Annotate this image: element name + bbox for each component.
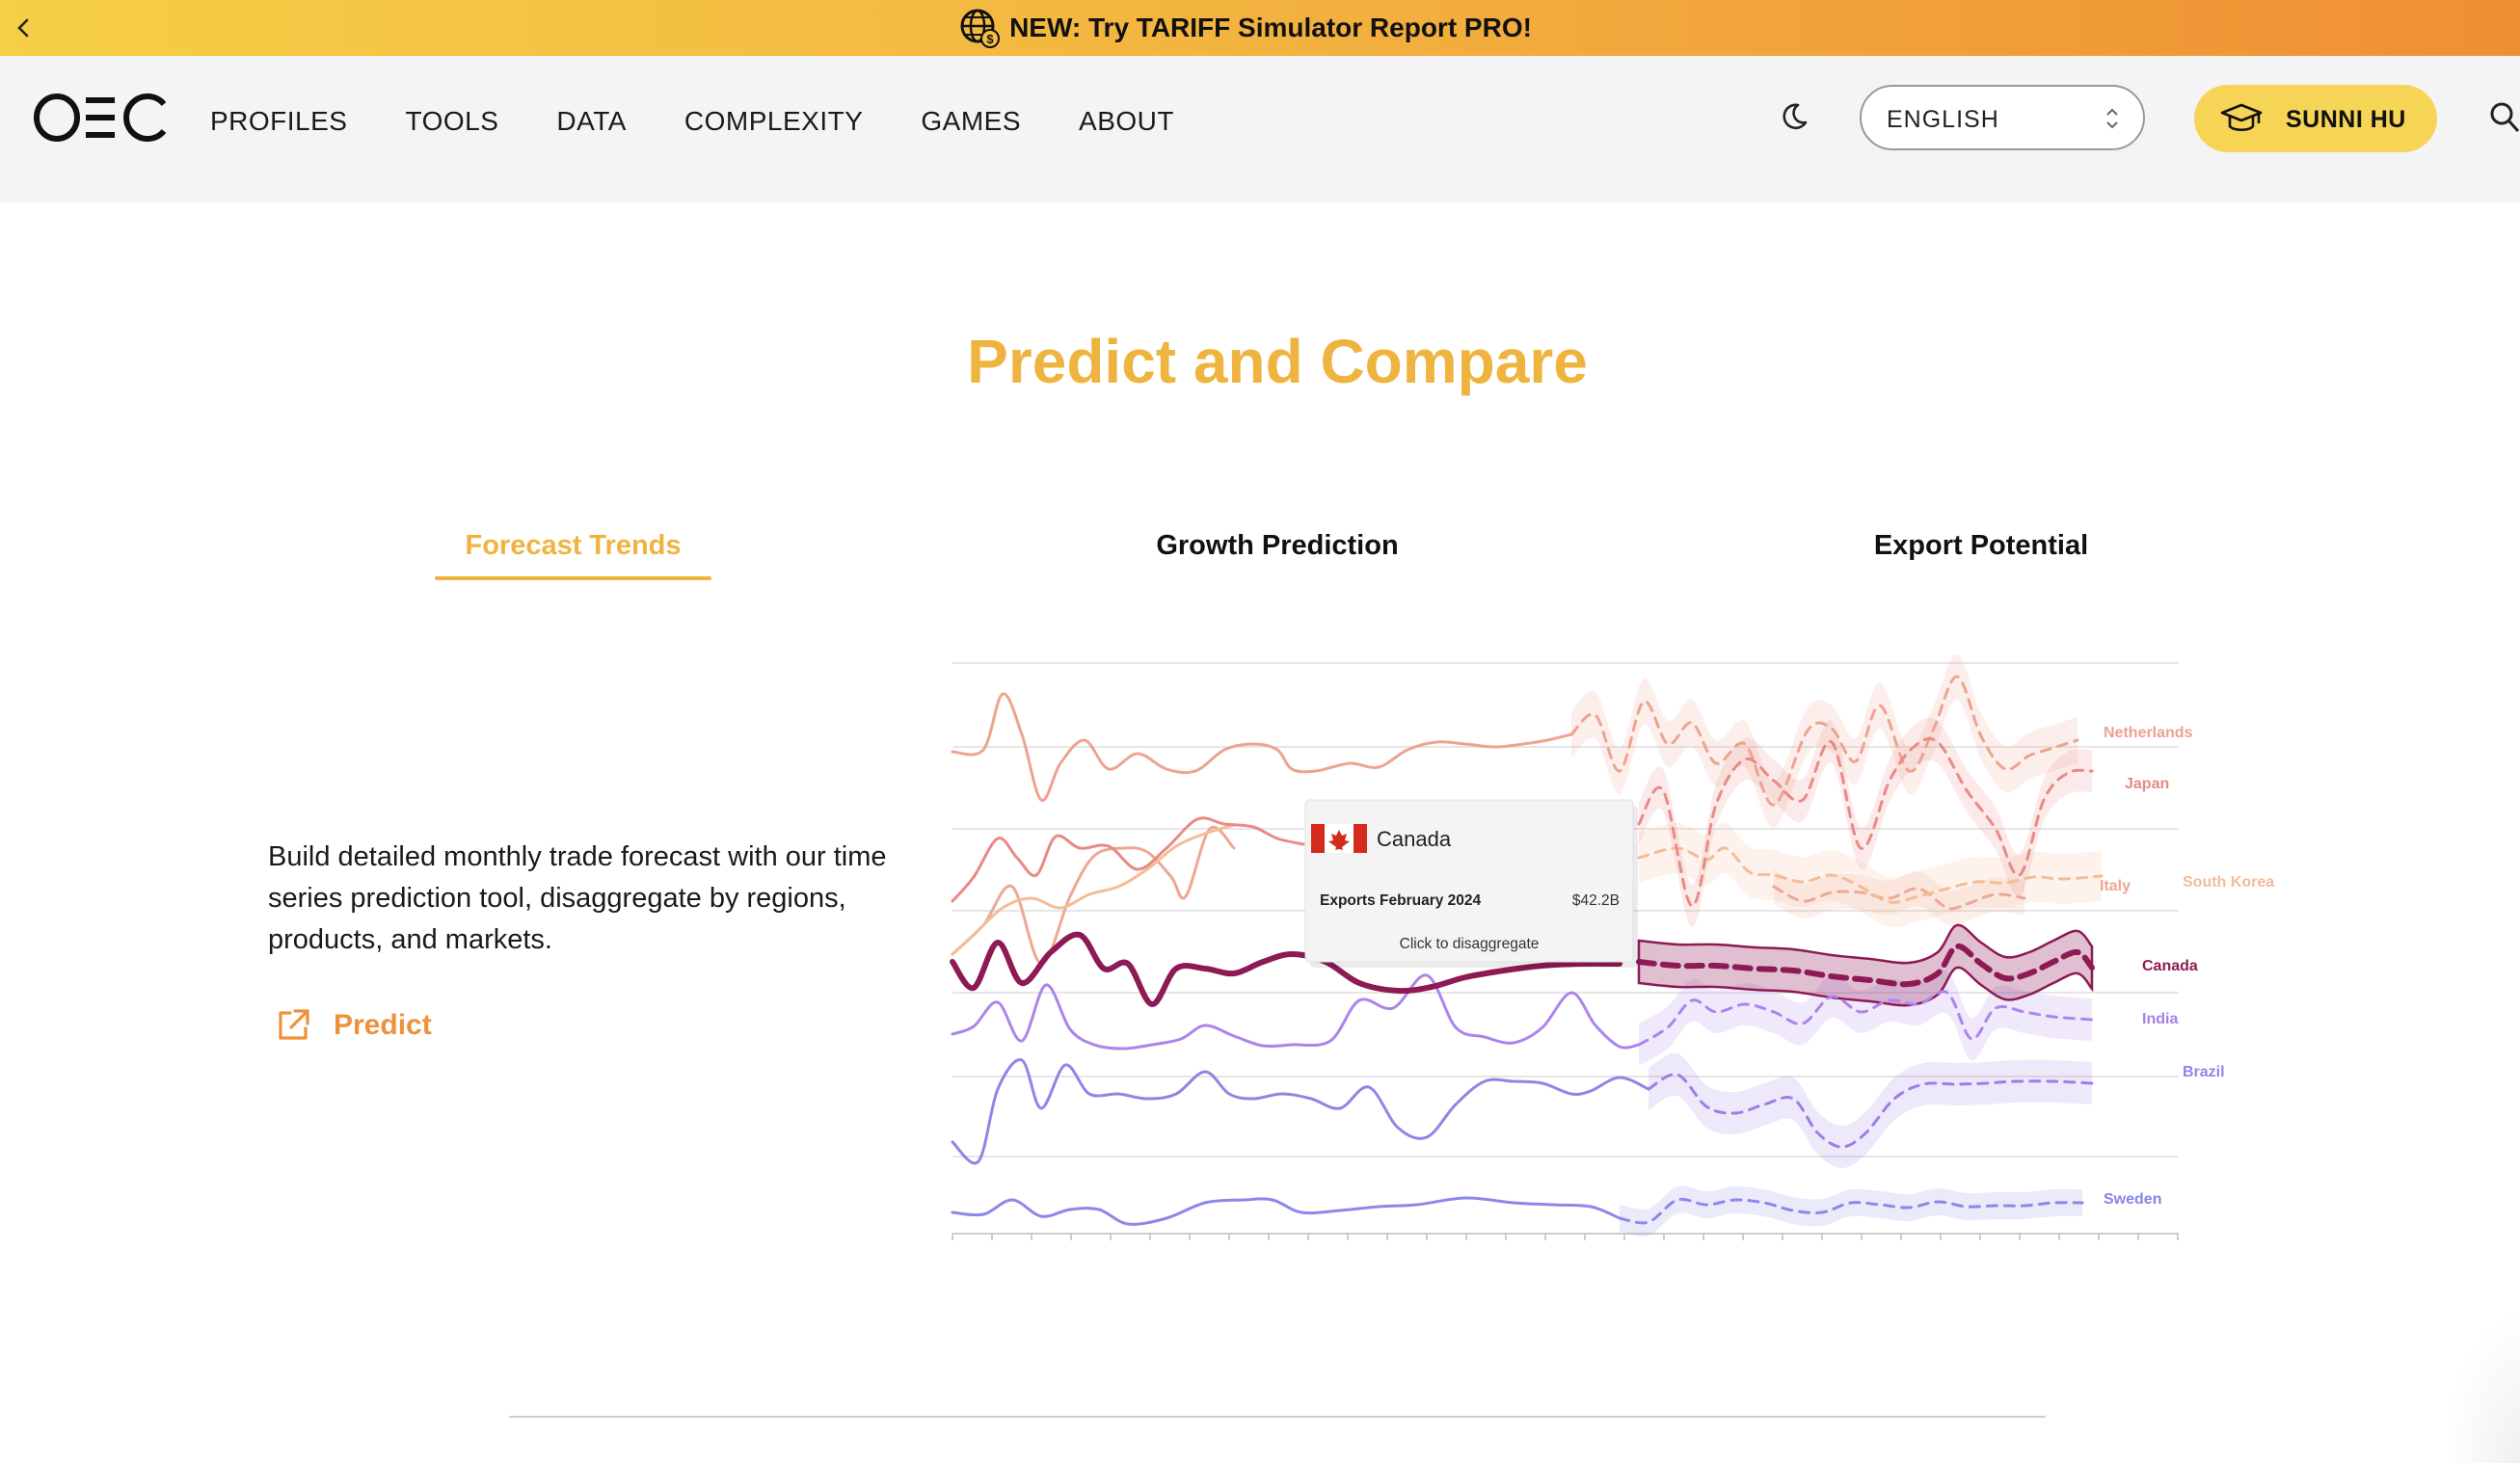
language-select[interactable]: ENGLISH [1860,85,2145,150]
graduation-cap-icon [2220,103,2263,132]
tab-forecast-trends[interactable]: Forecast Trends [465,530,682,561]
section-title: Predict and Compare [967,327,1588,396]
moon-icon[interactable] [1779,101,1810,132]
nav-data[interactable]: DATA [556,106,627,136]
forecast-trends-chart[interactable]: Netherlands Italy South Korea Japan Sweden Br… [945,655,2314,1253]
chevron-left-icon[interactable] [13,12,33,44]
series-line-south-korea[interactable] [951,823,1236,956]
nav-links: PROFILES TOOLS DATA COMPLEXITY GAMES ABO… [210,56,1174,187]
chart-forecast-bands [1571,655,2102,1237]
nav-profiles[interactable]: PROFILES [210,106,348,136]
series-label-sweden: Sweden [2104,1191,2161,1208]
series-label-japan: Japan [2125,776,2169,792]
search-icon[interactable] [2489,101,2520,134]
series-label-canada: Canada [2142,958,2198,974]
series-line-sweden[interactable] [951,1196,1622,1226]
band-south-korea [1639,822,2102,928]
tooltip-label: Exports February 2024 [1320,892,1482,909]
tooltip-hint[interactable]: Click to disaggregate [1400,936,1540,952]
forecast-line-sweden[interactable] [1618,1197,2084,1225]
globe-dollar-icon: $ [960,9,1001,48]
nav-complexity[interactable]: COMPLEXITY [684,106,864,136]
series-line-brazil[interactable] [951,1058,1650,1165]
series-label-brazil: Brazil [2183,1064,2225,1080]
section-description: Build detailed monthly trade forecast wi… [268,841,887,955]
tooltip-country: Canada [1377,827,1452,851]
forecast-line-netherlands[interactable] [1569,675,2079,807]
series-line-japan[interactable] [951,816,1305,903]
chart-series-labels: Netherlands Italy South Korea Japan Sweden Br… [2100,725,2274,1208]
chart-tooltip[interactable]: Canada Exports February 2024 $42.2B Clic… [1304,799,1638,968]
active-tab-indicator [435,576,711,580]
series-line-india[interactable] [951,973,1641,1051]
tab-growth-prediction[interactable]: Growth Prediction [1156,530,1399,561]
oec-logo[interactable] [33,93,168,143]
forecast-line-brazil[interactable] [1647,1073,2094,1149]
predict-link[interactable]: Predict [274,1006,432,1045]
tab-export-potential[interactable]: Export Potential [1873,530,2089,561]
select-arrows-icon [2106,108,2118,129]
series-label-netherlands: Netherlands [2104,725,2193,741]
banner-message[interactable]: NEW: Try TARIFF Simulator Report PRO! [1009,13,1532,42]
forecast-line-india[interactable] [1637,990,2094,1047]
band-india [1639,970,2092,1066]
top-navbar: PROFILES TOOLS DATA COMPLEXITY GAMES ABO… [0,56,2520,202]
user-name: SUNNI HU [2286,106,2406,133]
series-line-canada[interactable] [950,931,1622,1007]
corner-shadow [2443,1309,2520,1463]
band-netherlands [1571,655,2078,829]
external-link-icon [279,1009,309,1040]
forecast-line-canada[interactable] [1636,943,2095,988]
series-line-netherlands[interactable] [951,692,1573,802]
language-value: ENGLISH [1887,106,1999,133]
band-italy [1774,869,2024,926]
promo-banner[interactable]: $ NEW: Try TARIFF Simulator Report PRO! [0,0,2520,56]
chart-series-lines [950,675,2104,1226]
nav-games[interactable]: GAMES [921,106,1022,136]
series-label-south-korea: South Korea [2183,874,2274,891]
series-line-italy[interactable] [951,825,1236,966]
series-label-italy: Italy [2100,878,2131,894]
canada-flag-icon [1311,824,1367,853]
forecast-line-south-korea[interactable] [1637,846,2104,904]
nav-tools[interactable]: TOOLS [405,106,499,136]
band-brazil [1649,1052,2092,1169]
section-divider [509,1416,2046,1418]
chart-x-ticks [952,1234,2179,1240]
series-label-india: India [2142,1011,2178,1027]
band-japan [1639,717,2092,928]
band-sweden [1620,1185,2082,1237]
user-account-button[interactable]: SUNNI HU [2194,85,2437,152]
nav-about[interactable]: ABOUT [1079,106,1175,136]
predict-link-label: Predict [334,1009,432,1041]
forecast-line-japan[interactable] [1637,737,2094,908]
tooltip-value: $42.2B [1572,892,1620,909]
svg-text:$: $ [986,32,994,46]
